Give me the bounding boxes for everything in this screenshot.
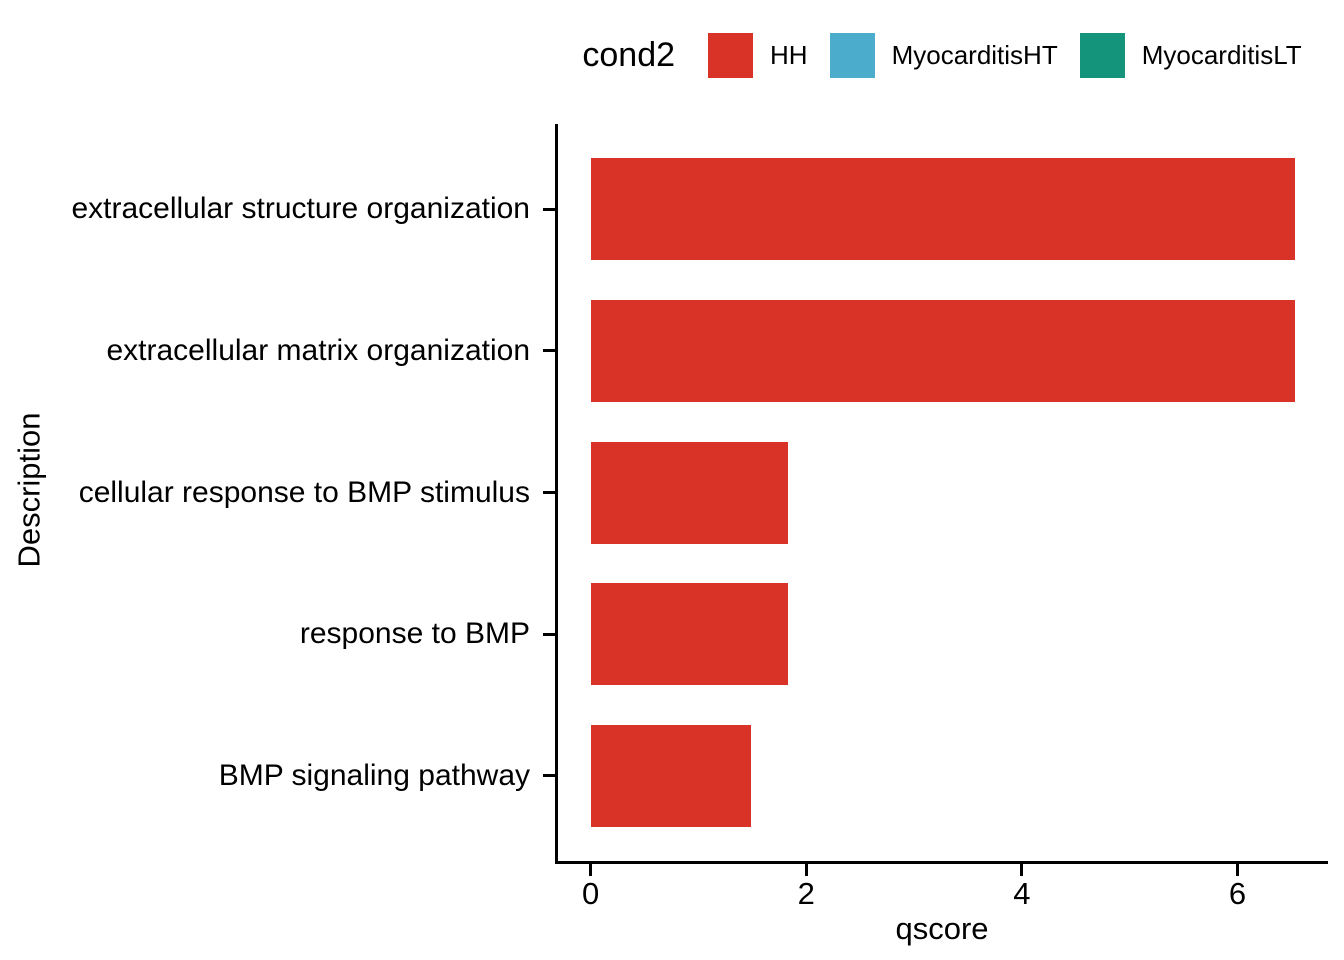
y-tick	[543, 632, 555, 636]
legend: cond2 HH MyocarditisHT MyocarditisLT	[556, 19, 1328, 92]
legend-key-swatch	[1079, 33, 1125, 78]
category-label: extracellular matrix organization	[106, 333, 530, 367]
bar	[590, 441, 788, 544]
category-label: response to BMP	[299, 617, 530, 651]
category-label: cellular response to BMP stimulus	[78, 475, 530, 509]
legend-title: cond2	[582, 36, 676, 74]
legend-entry: MyocarditisHT	[829, 33, 1058, 78]
x-tick	[804, 864, 808, 876]
legend-entry: MyocarditisLT	[1079, 33, 1302, 78]
legend-key-swatch	[829, 33, 875, 78]
legend-entry-label: HH	[770, 40, 808, 70]
bar	[590, 583, 788, 686]
bar	[590, 724, 752, 827]
legend-key-swatch	[708, 33, 754, 78]
y-axis-line	[555, 124, 558, 864]
legend-entry: HH	[708, 33, 808, 78]
bar	[590, 158, 1295, 261]
category-label: BMP signaling pathway	[218, 758, 530, 792]
y-tick	[543, 774, 555, 778]
x-tick-label: 6	[1228, 876, 1247, 911]
x-tick	[589, 864, 593, 876]
y-axis-title: Description	[11, 412, 47, 568]
x-axis-title: qscore	[895, 911, 989, 946]
x-axis-line	[555, 861, 1328, 864]
legend-entry-label: MyocarditisHT	[891, 40, 1058, 70]
category-label: extracellular structure organization	[71, 192, 530, 226]
y-tick	[543, 491, 555, 494]
y-tick	[543, 349, 555, 353]
x-tick	[1235, 864, 1239, 876]
bar	[590, 299, 1295, 402]
y-tick	[543, 207, 555, 211]
x-tick-label: 2	[797, 876, 815, 911]
x-tick	[1020, 864, 1024, 876]
x-tick-label: 4	[1013, 876, 1031, 911]
legend-entry-label: MyocarditisLT	[1141, 40, 1302, 70]
x-tick-label: 0	[581, 876, 600, 911]
